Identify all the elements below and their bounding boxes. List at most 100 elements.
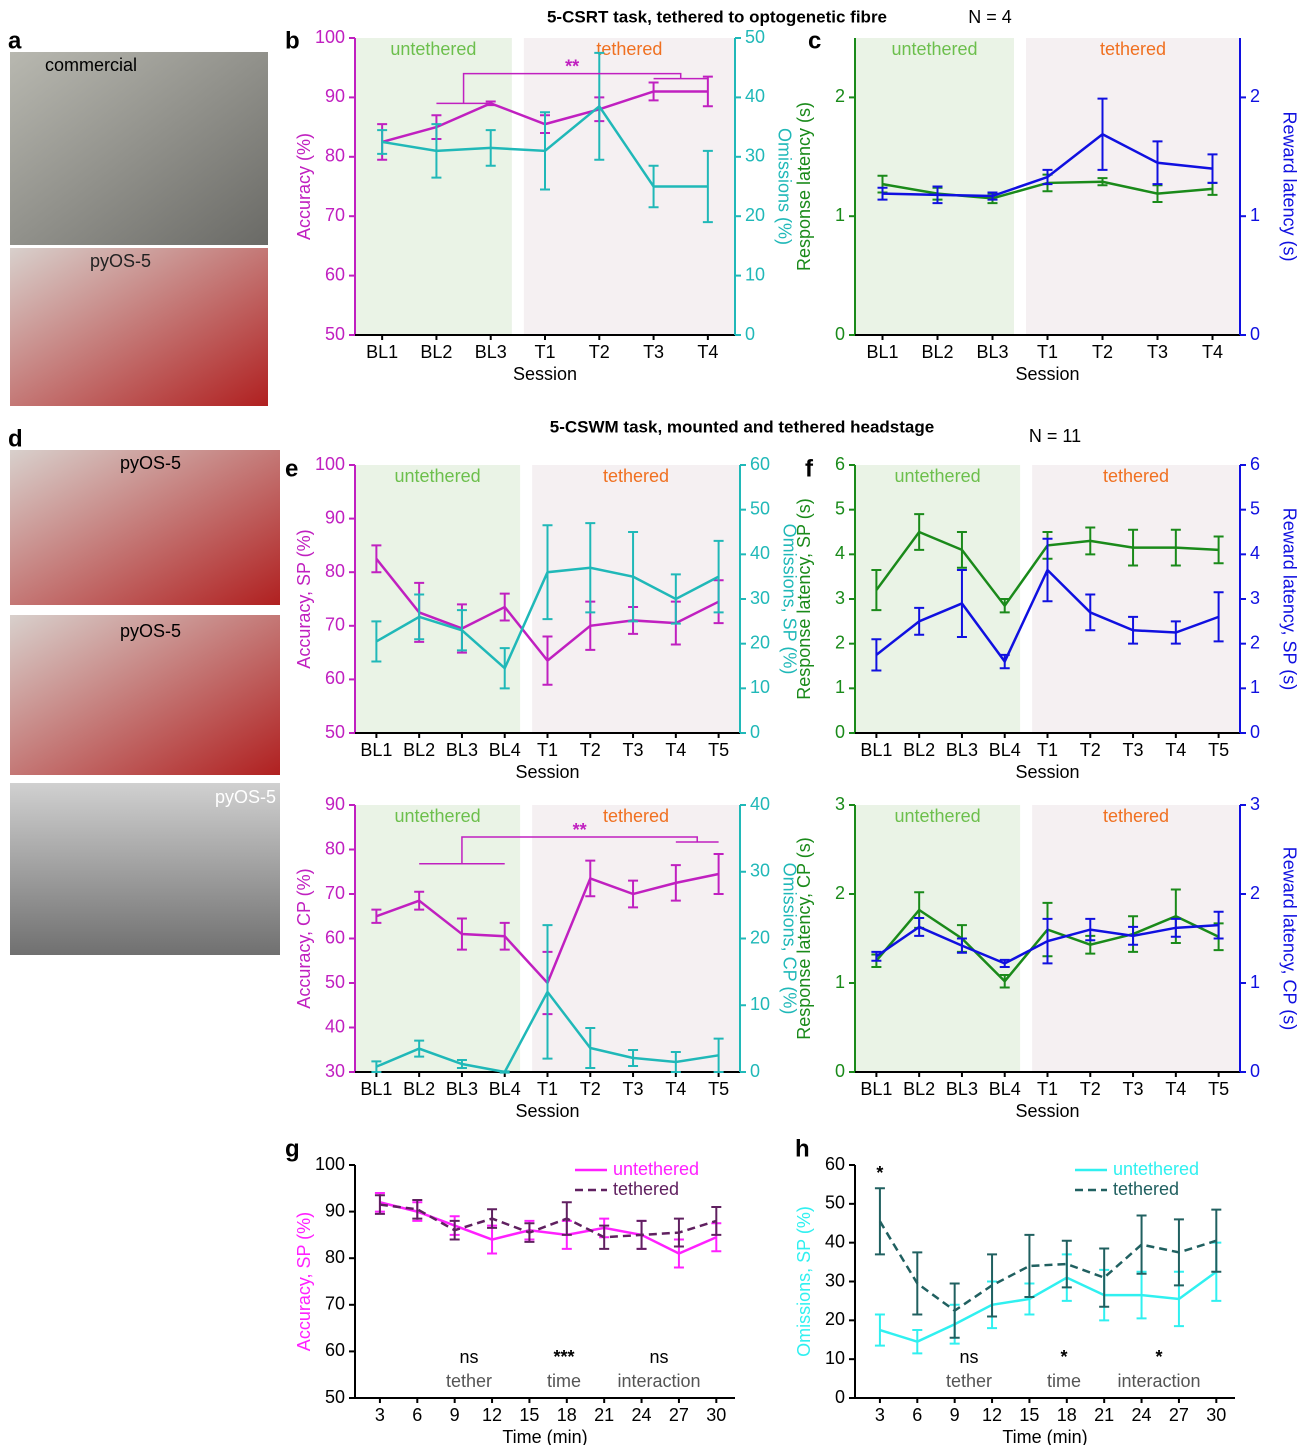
x-tick-label: T2	[1080, 1079, 1101, 1099]
x-tick-label: T1	[537, 740, 558, 760]
y-tick-label: 1	[835, 677, 845, 697]
region-label: untethered	[395, 466, 481, 486]
legend-label: tethered	[613, 1179, 679, 1199]
stat-significance: ns	[959, 1347, 978, 1367]
x-tick-label: 3	[375, 1405, 385, 1425]
y-tick-label: 2	[835, 86, 845, 106]
stat-significance: ***	[553, 1347, 574, 1367]
significance-label: *	[876, 1163, 883, 1183]
y-tick-label: 6	[835, 454, 845, 474]
y2-tick-label: 0	[1250, 722, 1260, 742]
y-axis-label: Response latency, CP (s)	[794, 837, 814, 1039]
x-tick-label: BL1	[366, 342, 398, 362]
error-bar	[912, 1252, 922, 1314]
y-tick-label: 10	[825, 1348, 845, 1368]
region	[355, 805, 520, 1072]
y2-tick-label: 2	[1250, 883, 1260, 903]
y2-tick-label: 10	[745, 264, 765, 284]
x-tick-label: BL2	[921, 342, 953, 362]
y2-tick-label: 1	[1250, 205, 1260, 225]
x-tick-label: BL1	[860, 1079, 892, 1099]
x-tick-label: T4	[1165, 740, 1186, 760]
x-tick-label: 27	[669, 1405, 689, 1425]
y-tick-label: 4	[835, 543, 845, 563]
x-tick-label: BL3	[946, 740, 978, 760]
y-tick-label: 3	[835, 794, 845, 814]
y-tick-label: 30	[325, 1061, 345, 1081]
x-tick-label: BL2	[903, 1079, 935, 1099]
x-axis-label: Session	[515, 762, 579, 782]
legend-label: untethered	[613, 1159, 699, 1179]
y-tick-label: 100	[315, 454, 345, 474]
y-tick-label: 90	[325, 1200, 345, 1220]
y-tick-label: 60	[325, 927, 345, 947]
y-tick-label: 80	[325, 146, 345, 166]
x-tick-label: BL1	[360, 740, 392, 760]
y-tick-label: 100	[315, 1154, 345, 1174]
x-tick-label: 18	[1057, 1405, 1077, 1425]
error-bar	[950, 1283, 960, 1337]
region-label: tethered	[603, 466, 669, 486]
x-axis-label: Session	[1015, 762, 1079, 782]
y-tick-label: 100	[315, 27, 345, 47]
y-tick-label: 70	[325, 883, 345, 903]
stat-significance: *	[1060, 1347, 1067, 1367]
y-tick-label: 50	[325, 324, 345, 344]
region	[355, 465, 520, 733]
x-axis-label: Time (min)	[502, 1427, 587, 1445]
region	[855, 465, 1020, 733]
x-tick-label: 9	[450, 1405, 460, 1425]
y2-tick-label: 1	[1250, 972, 1260, 992]
panel-letter: g	[285, 1135, 300, 1162]
x-tick-label: T1	[1037, 1079, 1058, 1099]
x-tick-label: BL2	[903, 740, 935, 760]
sample-size: N = 4	[968, 7, 1012, 27]
x-tick-label: 30	[1206, 1405, 1226, 1425]
stat-significance: *	[1155, 1347, 1162, 1367]
photo-label: pyOS-5	[215, 787, 276, 807]
x-tick-label: T4	[665, 740, 686, 760]
y2-tick-label: 0	[750, 1061, 760, 1081]
y-axis-label: Accuracy, SP (%)	[294, 529, 314, 668]
x-tick-label: BL1	[860, 740, 892, 760]
y2-tick-label: 2	[1250, 632, 1260, 652]
x-tick-label: BL4	[989, 740, 1021, 760]
y-axis-label: Response latency (s)	[794, 102, 814, 271]
x-tick-label: BL2	[420, 342, 452, 362]
x-tick-label: BL2	[403, 740, 435, 760]
panel-letter: c	[808, 27, 821, 54]
x-tick-label: BL4	[489, 740, 521, 760]
y-axis-label: Accuracy (%)	[294, 133, 314, 240]
stat-factor: time	[1047, 1371, 1081, 1391]
x-tick-label: 3	[875, 1405, 885, 1425]
photo-label: pyOS-5	[120, 621, 181, 641]
x-tick-label: T2	[1092, 342, 1113, 362]
y-axis-label: Omissions, SP (%)	[794, 1206, 814, 1357]
significance-label: **	[565, 56, 579, 76]
x-tick-label: T1	[1037, 740, 1058, 760]
region-label: untethered	[895, 806, 981, 826]
x-axis-label: Session	[1015, 364, 1079, 384]
x-tick-label: T3	[643, 342, 664, 362]
stat-factor: tether	[446, 1371, 492, 1391]
y2-tick-label: 20	[745, 205, 765, 225]
x-tick-label: BL2	[403, 1079, 435, 1099]
y-tick-label: 0	[835, 722, 845, 742]
y-tick-label: 3	[835, 588, 845, 608]
panel-letter: b	[285, 27, 300, 54]
x-tick-label: 6	[912, 1405, 922, 1425]
y2-tick-label: 2	[1250, 86, 1260, 106]
x-tick-label: 12	[482, 1405, 502, 1425]
region-label: tethered	[1103, 466, 1169, 486]
y2-tick-label: 40	[745, 86, 765, 106]
sample-size: N = 11	[1029, 426, 1081, 446]
x-tick-label: T5	[1208, 740, 1229, 760]
x-tick-label: 9	[950, 1405, 960, 1425]
x-tick-label: T3	[1123, 740, 1144, 760]
y2-tick-label: 20	[750, 632, 770, 652]
x-tick-label: BL4	[989, 1079, 1021, 1099]
x-tick-label: T3	[623, 740, 644, 760]
y2-tick-label: 30	[745, 146, 765, 166]
stat-factor: tether	[946, 1371, 992, 1391]
y-tick-label: 70	[325, 615, 345, 635]
